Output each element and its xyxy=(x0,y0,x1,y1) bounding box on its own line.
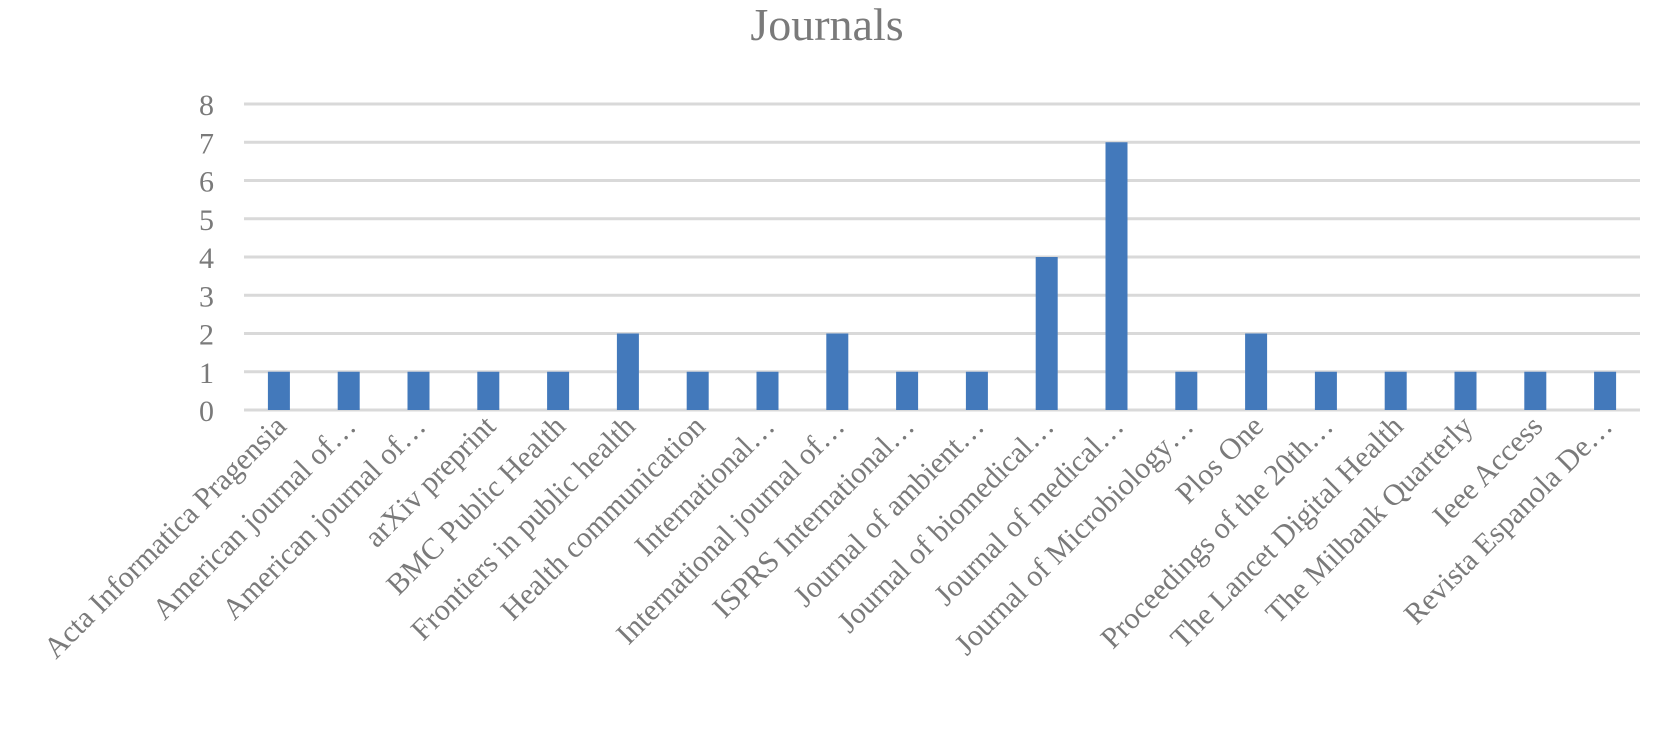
bar xyxy=(1384,371,1407,410)
bar xyxy=(1314,371,1337,410)
y-tick-label: 2 xyxy=(199,319,214,352)
bar xyxy=(826,333,849,410)
y-tick-label: 1 xyxy=(199,357,214,390)
bar xyxy=(1594,371,1617,410)
bar xyxy=(547,371,570,410)
y-axis-tick-labels: 0 1 2 3 4 5 6 7 8 xyxy=(199,89,214,428)
bar xyxy=(756,371,779,410)
bar xyxy=(896,371,919,410)
bar xyxy=(407,371,430,410)
y-tick-label: 3 xyxy=(199,280,214,313)
bar xyxy=(1105,142,1128,410)
bar xyxy=(1175,371,1198,410)
bar xyxy=(267,371,290,410)
bar xyxy=(1454,371,1477,410)
bar xyxy=(616,333,639,410)
y-tick-label: 4 xyxy=(199,242,214,275)
y-tick-label: 0 xyxy=(199,395,214,428)
bar xyxy=(337,371,360,410)
y-tick-label: 8 xyxy=(199,89,214,122)
bar xyxy=(477,371,500,410)
bar xyxy=(1035,257,1058,410)
y-tick-label: 6 xyxy=(199,166,214,199)
bar xyxy=(1245,333,1268,410)
bars xyxy=(267,142,1617,410)
bar xyxy=(686,371,709,410)
chart-title: Journals xyxy=(750,0,903,50)
y-tick-label: 7 xyxy=(199,127,214,160)
y-tick-label: 5 xyxy=(199,204,214,237)
bar xyxy=(1524,371,1547,410)
gridlines xyxy=(244,102,1640,412)
bar xyxy=(965,371,988,410)
